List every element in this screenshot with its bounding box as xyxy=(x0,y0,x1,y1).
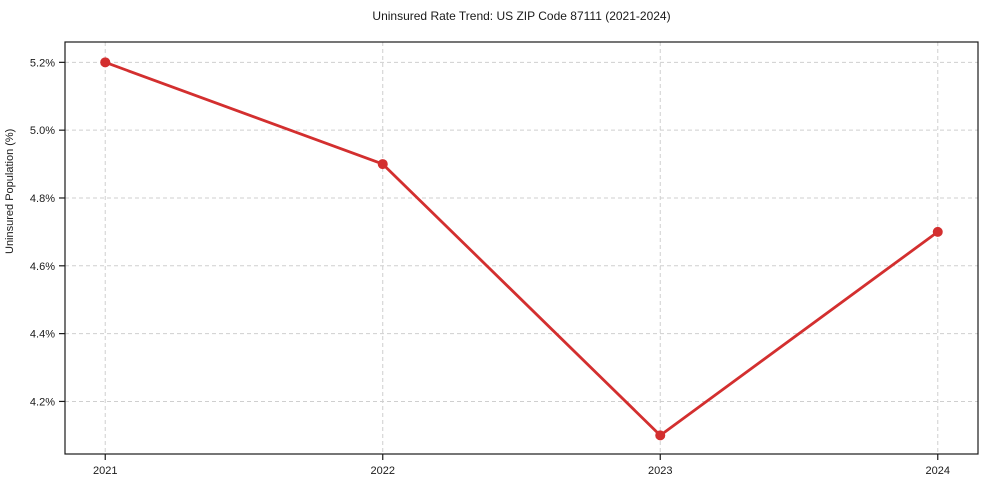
y-tick-label: 5.2% xyxy=(30,57,55,69)
y-tick-label: 4.6% xyxy=(30,261,55,273)
x-tick-label: 2024 xyxy=(926,465,950,477)
plot-border xyxy=(64,41,979,455)
x-tick-label: 2023 xyxy=(648,465,672,477)
data-point-marker xyxy=(932,226,943,237)
data-point-marker xyxy=(655,430,666,441)
x-tick-label: 2022 xyxy=(371,465,395,477)
data-point-marker xyxy=(377,159,388,170)
y-tick-label: 4.4% xyxy=(30,329,55,341)
chart-title: Uninsured Rate Trend: US ZIP Code 87111 … xyxy=(372,9,671,23)
trend-line xyxy=(103,60,940,437)
data-point-marker xyxy=(100,57,111,68)
x-tick-label: 2021 xyxy=(93,465,117,477)
y-tick-label: 4.8% xyxy=(30,193,55,205)
y-tick-label: 5.0% xyxy=(30,125,55,137)
y-tick-label: 4.2% xyxy=(30,396,55,408)
